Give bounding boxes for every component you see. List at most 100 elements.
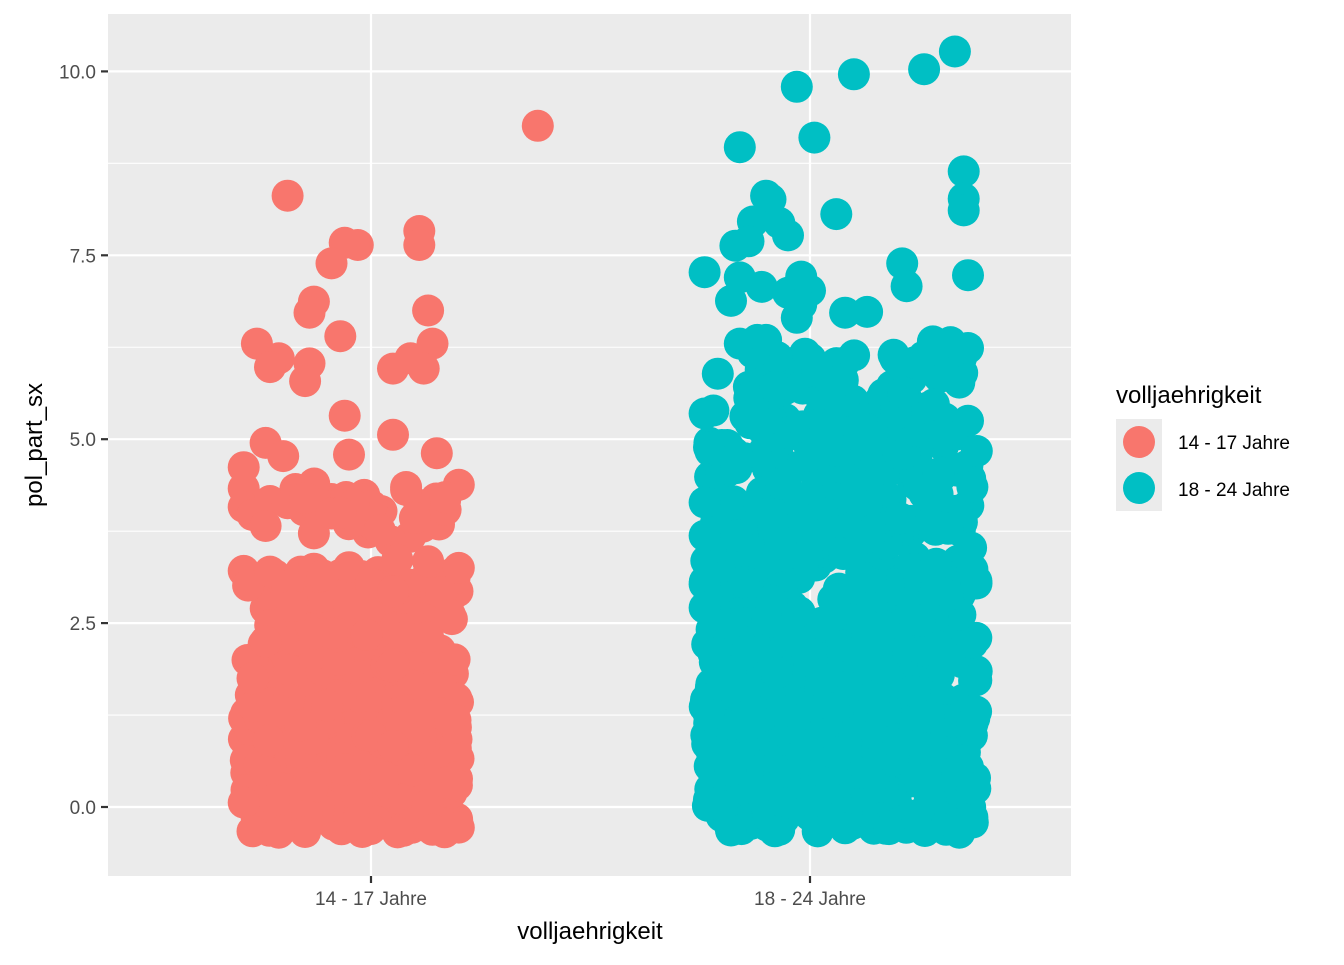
data-point-18-24 (793, 440, 826, 472)
data-point-18-24 (826, 363, 859, 396)
data-point-14-17 (311, 689, 344, 722)
data-point-14-17 (254, 351, 286, 384)
data-point-14-17 (390, 471, 423, 503)
legend-label-14-17: 14 - 17 Jahre (1178, 433, 1290, 454)
data-point-18-24 (887, 376, 919, 409)
y-tick-label: 7.5 (70, 246, 96, 267)
data-point-18-24 (886, 632, 919, 665)
data-point-18-24 (956, 553, 989, 586)
legend-label-18-24: 18 - 24 Jahre (1178, 480, 1290, 501)
x-tick-label: 18 - 24 Jahre (754, 889, 866, 910)
data-point-14-17 (397, 669, 430, 702)
data-point-18-24 (908, 53, 941, 86)
data-point-18-24 (827, 629, 859, 662)
data-point-18-24 (745, 270, 778, 303)
data-point-18-24 (758, 371, 791, 403)
data-point-18-24 (890, 270, 923, 303)
data-point-18-24 (852, 648, 885, 681)
data-point-14-17 (257, 783, 290, 816)
legend-swatch-14-17 (1123, 426, 1155, 458)
data-point-18-24 (693, 699, 725, 731)
data-point-14-17 (333, 438, 365, 471)
data-point-18-24 (715, 284, 747, 317)
data-point-14-17 (296, 771, 329, 804)
data-point-18-24 (947, 155, 980, 188)
data-point-18-24 (769, 759, 802, 792)
data-point-18-24 (688, 519, 721, 552)
x-axis-title: volljaehrigkeit (517, 918, 663, 945)
data-point-14-17 (267, 440, 300, 473)
data-point-18-24 (727, 566, 760, 599)
data-point-18-24 (765, 695, 798, 728)
x-tick-label: 14 - 17 Jahre (315, 889, 427, 910)
y-tick-label: 5.0 (70, 430, 96, 451)
data-point-18-24 (805, 662, 838, 695)
data-point-18-24 (897, 346, 930, 379)
data-point-18-24 (882, 728, 915, 761)
data-point-18-24 (761, 657, 794, 689)
data-point-18-24 (956, 772, 989, 805)
data-point-18-24 (772, 219, 804, 252)
data-point-18-24 (952, 404, 984, 437)
data-point-18-24 (780, 301, 813, 334)
x-axis: 14 - 17 Jahre 18 - 24 Jahre (315, 876, 866, 910)
data-point-18-24 (755, 584, 788, 617)
legend-title: volljaehrigkeit (1116, 382, 1262, 409)
data-point-14-17 (420, 437, 453, 470)
data-point-18-24 (697, 637, 730, 670)
data-points (227, 35, 993, 849)
data-point-18-24 (873, 813, 905, 846)
data-point-18-24 (912, 700, 945, 733)
y-tick-label: 2.5 (70, 614, 96, 635)
data-point-18-24 (715, 814, 747, 847)
data-point-18-24 (688, 591, 721, 624)
data-point-18-24 (900, 804, 932, 837)
data-point-14-17 (249, 510, 282, 542)
data-point-14-17 (363, 514, 396, 547)
data-point-18-24 (731, 634, 764, 667)
data-point-18-24 (750, 323, 783, 356)
data-point-18-24 (768, 787, 801, 820)
data-point-18-24 (820, 198, 853, 231)
data-point-18-24 (734, 708, 767, 741)
data-point-18-24 (829, 812, 862, 845)
data-point-18-24 (688, 568, 721, 601)
data-point-18-24 (773, 613, 806, 646)
data-point-14-17 (412, 621, 445, 654)
data-point-18-24 (920, 547, 953, 580)
data-point-14-17 (236, 815, 269, 848)
data-point-14-17 (333, 551, 365, 584)
data-point-18-24 (795, 785, 828, 818)
data-point-14-17 (227, 786, 260, 819)
data-point-18-24 (688, 486, 721, 519)
data-point-14-17 (521, 109, 554, 142)
legend: volljaehrigkeit 14 - 17 Jahre 18 - 24 Ja… (1116, 382, 1290, 511)
data-point-14-17 (262, 694, 295, 727)
data-point-18-24 (817, 583, 850, 616)
data-point-18-24 (919, 574, 952, 607)
data-point-14-17 (381, 543, 414, 576)
data-point-18-24 (845, 520, 878, 553)
data-point-18-24 (956, 801, 989, 834)
data-point-18-24 (688, 256, 721, 289)
data-point-18-24 (956, 707, 989, 740)
data-point-18-24 (803, 519, 836, 551)
data-point-14-17 (369, 761, 402, 794)
data-point-14-17 (390, 621, 423, 654)
data-point-18-24 (701, 736, 734, 769)
data-point-14-17 (438, 643, 471, 676)
data-point-14-17 (346, 816, 379, 848)
data-point-14-17 (293, 296, 326, 329)
data-point-14-17 (324, 320, 357, 353)
data-point-18-24 (755, 495, 788, 528)
data-point-18-24 (917, 388, 950, 421)
data-point-14-17 (306, 559, 339, 592)
data-point-14-17 (425, 672, 458, 704)
data-point-14-17 (429, 481, 462, 514)
data-point-18-24 (898, 675, 931, 708)
data-point-14-17 (252, 724, 285, 757)
data-point-18-24 (764, 527, 797, 560)
legend-swatch-18-24 (1123, 472, 1155, 504)
data-point-14-17 (377, 418, 409, 451)
